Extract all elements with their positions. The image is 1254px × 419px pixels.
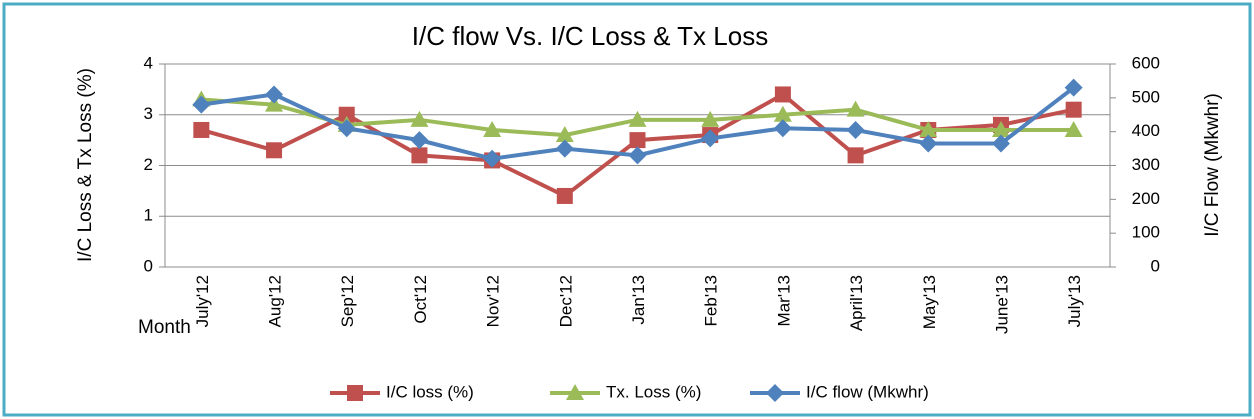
x-tick-label: May'13 xyxy=(920,275,939,329)
marker xyxy=(265,95,284,112)
marker xyxy=(266,142,283,159)
marker xyxy=(919,134,938,153)
marker xyxy=(701,110,720,127)
x-tick-label: April'13 xyxy=(847,275,866,331)
marker xyxy=(556,187,573,204)
y-tick-label: 0 xyxy=(144,256,153,275)
marker xyxy=(555,126,574,143)
x-tick-label: Dec'12 xyxy=(556,275,575,327)
marker xyxy=(193,121,210,138)
marker xyxy=(555,139,574,158)
marker xyxy=(483,120,502,137)
legend-marker xyxy=(566,384,584,400)
y2-tick-label: 0 xyxy=(1151,256,1160,275)
marker xyxy=(846,120,865,139)
legend-label: I/C loss (%) xyxy=(386,382,474,401)
legend-marker xyxy=(766,384,784,402)
y2-tick-label: 100 xyxy=(1132,223,1160,242)
x-tick-label: Oct'12 xyxy=(411,275,430,324)
y-tick-label: 1 xyxy=(144,206,153,225)
x-tick-label: Sep'12 xyxy=(338,275,357,327)
marker xyxy=(628,146,647,165)
marker xyxy=(265,85,284,104)
marker xyxy=(410,110,429,127)
y-axis-label: I/C Loss & Tx Loss (%) xyxy=(75,68,96,262)
marker xyxy=(338,106,355,123)
x-tick-label: Jan'13 xyxy=(629,275,648,325)
legend-label: Tx. Loss (%) xyxy=(606,382,701,401)
x-tick-label: Feb'13 xyxy=(702,275,721,326)
marker xyxy=(1065,101,1082,118)
y2-axis-label: I/C Flow (Mkwhr) xyxy=(1202,93,1223,237)
x-tick-label: June'13 xyxy=(992,275,1011,334)
y-tick-label: 4 xyxy=(144,53,153,72)
y2-tick-label: 300 xyxy=(1132,155,1160,174)
legend-label: I/C flow (Mkwhr) xyxy=(806,382,929,401)
marker xyxy=(773,105,792,122)
marker xyxy=(773,119,792,138)
marker xyxy=(701,129,720,148)
marker xyxy=(846,100,865,117)
y2-tick-label: 200 xyxy=(1132,189,1160,208)
marker xyxy=(192,95,211,114)
y-tick-label: 2 xyxy=(144,155,153,174)
marker xyxy=(919,120,938,137)
x-tick-label: Aug'12 xyxy=(266,275,285,327)
chart-title: I/C flow Vs. I/C Loss & Tx Loss xyxy=(412,21,768,51)
x-tick-label: Nov'12 xyxy=(484,275,503,327)
marker xyxy=(483,149,502,168)
marker xyxy=(337,119,356,138)
marker xyxy=(991,120,1010,137)
marker xyxy=(629,132,646,149)
marker xyxy=(628,110,647,127)
marker xyxy=(1064,78,1083,97)
y-tick-label: 3 xyxy=(144,104,153,123)
x-axis-label: Month xyxy=(138,317,191,338)
marker xyxy=(411,147,428,164)
marker xyxy=(991,134,1010,153)
marker xyxy=(847,147,864,164)
x-tick-label: Mar'13 xyxy=(774,275,793,326)
marker xyxy=(1064,120,1083,137)
x-tick-label: July'13 xyxy=(1065,275,1084,327)
marker xyxy=(410,131,429,150)
y2-tick-label: 500 xyxy=(1132,87,1160,106)
y2-tick-label: 600 xyxy=(1132,53,1160,72)
x-tick-label: July'12 xyxy=(193,275,212,327)
y2-tick-label: 400 xyxy=(1132,121,1160,140)
legend-marker xyxy=(347,385,363,401)
marker xyxy=(774,86,791,103)
